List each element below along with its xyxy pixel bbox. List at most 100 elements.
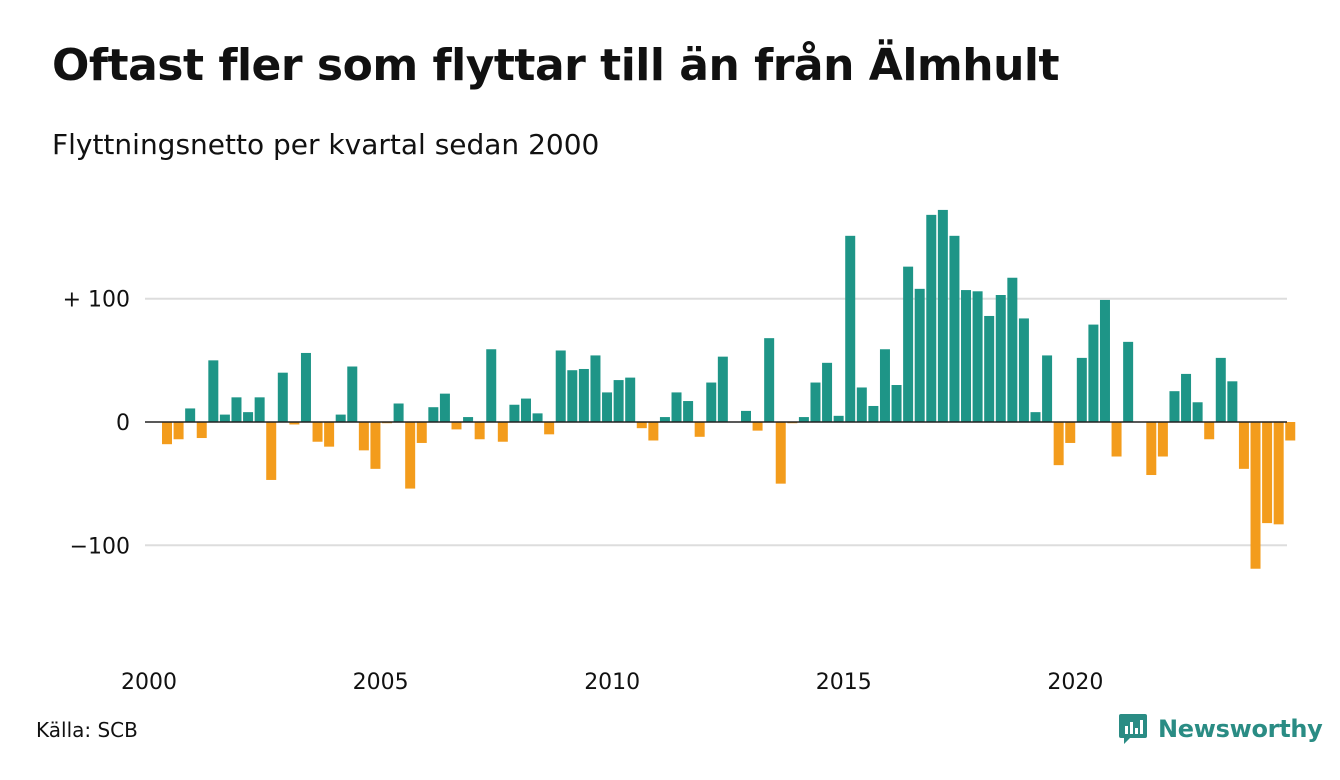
bar xyxy=(694,422,705,437)
bar xyxy=(486,349,497,422)
bar xyxy=(312,422,323,442)
bar xyxy=(683,401,694,422)
chart-title: Oftast fler som flyttar till än från Älm… xyxy=(52,40,1060,91)
bar xyxy=(266,422,277,480)
bar xyxy=(439,393,450,422)
bar xyxy=(613,380,624,422)
bar xyxy=(741,410,751,422)
axes: + 100 0 −100 2000 2005 2010 2015 2020 xyxy=(63,288,1287,695)
bar xyxy=(347,366,358,422)
bar xyxy=(162,422,172,445)
x-tick-label: 2010 xyxy=(584,670,640,695)
bar xyxy=(602,392,613,422)
y-tick-label: −100 xyxy=(70,534,130,559)
bar xyxy=(961,290,972,422)
bar xyxy=(1088,324,1099,422)
bar xyxy=(231,397,242,422)
bar xyxy=(1204,422,1215,440)
bar xyxy=(845,235,856,422)
bar xyxy=(1273,422,1284,525)
bar xyxy=(995,295,1006,422)
bar xyxy=(1076,357,1087,422)
bar xyxy=(636,422,647,429)
bar xyxy=(706,382,717,422)
bar xyxy=(474,422,485,440)
x-tick-label: 2015 xyxy=(816,670,872,695)
bar xyxy=(254,397,265,422)
bar xyxy=(567,370,578,422)
bar xyxy=(984,315,995,422)
bar xyxy=(520,398,531,422)
y-tick-label: + 100 xyxy=(63,288,130,313)
bar xyxy=(428,407,439,422)
bar xyxy=(358,422,369,451)
bar xyxy=(1192,402,1203,422)
y-tick-label: 0 xyxy=(116,411,130,436)
bar xyxy=(833,415,844,422)
bars xyxy=(162,209,1296,569)
bar xyxy=(1157,422,1168,457)
bar xyxy=(219,414,230,422)
bar xyxy=(775,422,786,484)
bar xyxy=(300,352,311,422)
bar xyxy=(405,422,416,489)
bar xyxy=(1285,422,1296,441)
bar xyxy=(1018,318,1029,422)
bar xyxy=(1030,412,1041,422)
bar xyxy=(578,368,589,422)
bar xyxy=(1215,357,1226,422)
chart-subtitle: Flyttningsnetto per kvartal sedan 2000 xyxy=(52,128,600,161)
bar xyxy=(937,209,948,422)
bar xyxy=(926,214,937,422)
grid-lines xyxy=(145,297,1287,547)
brand-name: Newsworthy xyxy=(1158,715,1323,743)
bar xyxy=(532,413,543,422)
bar xyxy=(1181,373,1192,422)
x-tick-label: 2005 xyxy=(353,670,409,695)
x-tick-label: 2020 xyxy=(1047,670,1103,695)
bar xyxy=(173,422,184,440)
bar xyxy=(208,360,219,422)
bar xyxy=(671,392,682,422)
bar xyxy=(1227,381,1238,422)
bar xyxy=(509,404,520,422)
bar xyxy=(370,422,381,469)
bar xyxy=(856,387,867,422)
bar xyxy=(764,338,775,422)
bar xyxy=(625,377,636,422)
bar xyxy=(1053,422,1064,466)
x-tick-label: 2000 xyxy=(121,670,177,695)
bar xyxy=(393,403,404,422)
bar xyxy=(659,417,670,422)
bar xyxy=(752,422,763,431)
bar xyxy=(648,422,659,441)
bar xyxy=(497,422,508,442)
bar xyxy=(1123,341,1134,422)
bar xyxy=(891,385,902,422)
bar xyxy=(879,349,890,422)
bar xyxy=(196,422,207,439)
bar xyxy=(1238,422,1249,469)
bar xyxy=(903,266,914,422)
bar xyxy=(277,372,288,422)
bar xyxy=(717,356,728,422)
bar xyxy=(1042,355,1053,422)
bar xyxy=(243,412,254,422)
bar xyxy=(324,422,335,447)
bar xyxy=(810,382,821,422)
bar xyxy=(1169,391,1180,422)
bar xyxy=(1250,422,1261,569)
source-note: Källa: SCB xyxy=(36,718,138,742)
bar xyxy=(1262,422,1273,524)
bar xyxy=(1146,422,1157,476)
bar xyxy=(868,405,879,422)
bar xyxy=(1111,422,1122,457)
bar xyxy=(972,291,983,422)
bar xyxy=(451,422,462,430)
bar xyxy=(335,414,346,422)
bar xyxy=(949,235,960,422)
bar xyxy=(1099,299,1110,422)
bar xyxy=(822,362,833,422)
bar xyxy=(289,422,300,425)
